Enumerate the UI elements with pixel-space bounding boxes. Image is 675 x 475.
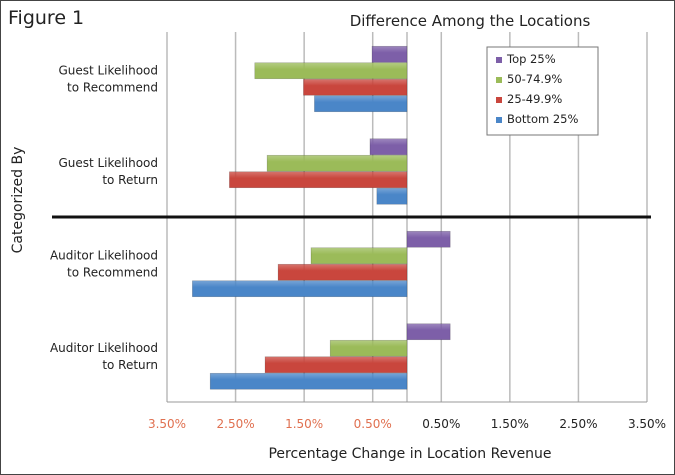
category-label: to Return	[102, 173, 158, 187]
bar-bottom-25-	[209, 372, 408, 390]
bar-bottom-25-	[376, 187, 408, 205]
y-axis-label: Categorized By	[10, 147, 26, 254]
bar-25-49-9-	[264, 356, 408, 374]
bar-25-49-9-	[303, 78, 408, 96]
x-tick-label: 1.50%	[285, 417, 323, 431]
bar-bottom-25-	[192, 280, 408, 298]
x-tick-label: 3.50%	[148, 417, 186, 431]
legend-swatch	[496, 117, 502, 123]
x-tick-label: 3.50%	[628, 417, 666, 431]
bar-bottom-25-	[314, 95, 408, 113]
legend-label: Top 25%	[506, 52, 556, 66]
legend-swatch	[496, 77, 502, 83]
x-tick-label: 0.50%	[422, 417, 460, 431]
bar-top-25-	[369, 138, 408, 156]
bar-25-49-9-	[277, 263, 408, 281]
category-label: Auditor Likelihood	[50, 341, 158, 355]
category-label: to Recommend	[67, 265, 158, 279]
bar-top-25-	[371, 45, 408, 63]
x-tick-label: 0.50%	[354, 417, 392, 431]
category-label: Guest Likelihood	[58, 63, 158, 77]
legend-swatch	[496, 97, 502, 103]
chart-title: Difference Among the Locations	[350, 12, 591, 30]
bar-top-25-	[406, 230, 451, 248]
x-axis-label: Percentage Change in Location Revenue	[268, 446, 551, 462]
x-tick-label: 2.50%	[217, 417, 255, 431]
legend: Top 25% 50-74.9% 25-49.9% Bottom 25%	[486, 46, 599, 136]
legend-label: 50-74.9%	[507, 72, 562, 86]
legend-label: Bottom 25%	[507, 112, 578, 126]
bar-50-74-9-	[310, 247, 408, 265]
bar-50-74-9-	[254, 62, 408, 80]
legend-label: 25-49.9%	[507, 92, 562, 106]
category-label: Guest Likelihood	[58, 156, 158, 170]
legend-swatch	[496, 57, 502, 63]
figure-label: Figure 1	[8, 7, 84, 29]
category-label: to Recommend	[67, 80, 158, 94]
category-label: to Return	[102, 358, 158, 372]
bar-top-25-	[406, 323, 451, 341]
category-label: Auditor Likelihood	[50, 248, 158, 262]
legend-box	[486, 46, 599, 136]
x-tick-label: 2.50%	[559, 417, 597, 431]
bar-25-49-9-	[229, 171, 408, 189]
bar-50-74-9-	[329, 339, 408, 357]
bar-50-74-9-	[266, 154, 408, 172]
x-tick-label: 1.50%	[491, 417, 529, 431]
